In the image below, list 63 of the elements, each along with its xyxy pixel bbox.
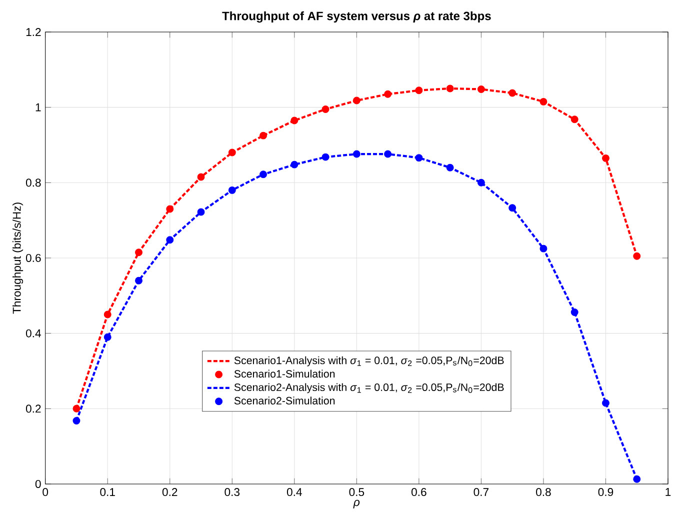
point: [166, 236, 174, 244]
y-axis-title: Throughput (bits/s/Hz): [12, 202, 24, 314]
x-tick-label: 0.9: [598, 488, 614, 496]
point: [633, 252, 641, 260]
legend-label: Scenario2-Simulation: [234, 396, 335, 404]
point: [197, 208, 205, 216]
point: [384, 150, 392, 158]
x-tick-label: 0.2: [162, 488, 178, 496]
point: [384, 90, 392, 98]
y-tick-label: 0.6: [26, 254, 41, 262]
chart-title: Throughput of AF system versus ρ at rate 3bps: [222, 11, 491, 23]
x-tick-label: 0.4: [286, 488, 302, 496]
point: [352, 96, 360, 104]
y-tick-label: 0: [35, 480, 41, 488]
y-tick-label: 0.8: [26, 178, 41, 187]
x-tick-label: 0.3: [224, 488, 240, 496]
point: [228, 148, 236, 156]
point: [508, 89, 516, 97]
point: [290, 116, 298, 124]
text: Scenario2-Analysis with σ$_{1}$ = 0.01, σ$_{2}$ =0.05,P$_{s}$/N$_{0}$=20dB: [234, 383, 504, 394]
point: [477, 86, 485, 93]
point: [72, 404, 80, 412]
y-tick-label: 1: [36, 103, 41, 112]
x-tick-label: 0.7: [474, 488, 489, 496]
point: [508, 204, 516, 212]
point: [446, 84, 454, 92]
point: [166, 205, 174, 213]
x-tick-label: 0.8: [536, 488, 551, 496]
text: Scenario1-Analysis with σ$_{1}$ = 0.01, σ$_{2}$ =0.05,P$_{s}$/N$_{0}$=20dB: [234, 356, 504, 366]
point: [540, 98, 548, 106]
y-tick-label: 0.2: [26, 404, 41, 413]
point: [477, 178, 485, 186]
point: [135, 276, 142, 284]
x-tick-label: 0.5: [349, 488, 364, 496]
point: [322, 105, 330, 113]
point: [602, 399, 610, 407]
point: [197, 173, 205, 181]
point: [633, 475, 641, 483]
point: [104, 310, 112, 318]
x-tick-label: 0.6: [411, 488, 426, 496]
point: [602, 154, 610, 162]
legend-label: Scenario1-Simulation: [234, 370, 335, 378]
point: [104, 333, 112, 341]
point: [415, 154, 423, 162]
x-tick-label: 0.1: [100, 488, 115, 496]
point: [228, 186, 236, 194]
point: [540, 244, 548, 252]
point: [570, 308, 578, 316]
point: [415, 86, 423, 94]
point: [260, 132, 268, 140]
point: [352, 150, 360, 158]
point: [72, 416, 80, 424]
y-tick-label: 1.2: [26, 28, 41, 36]
point: [570, 116, 578, 124]
y-tick-label: 0.4: [26, 329, 41, 338]
x-tick-label: 1: [666, 488, 671, 496]
point: [290, 160, 298, 168]
point: [135, 248, 142, 256]
point: [446, 164, 454, 172]
x-axis-title: ρ: [353, 500, 360, 508]
point: [322, 153, 330, 161]
point: [260, 170, 268, 178]
x-tick-label: 0: [42, 488, 48, 496]
